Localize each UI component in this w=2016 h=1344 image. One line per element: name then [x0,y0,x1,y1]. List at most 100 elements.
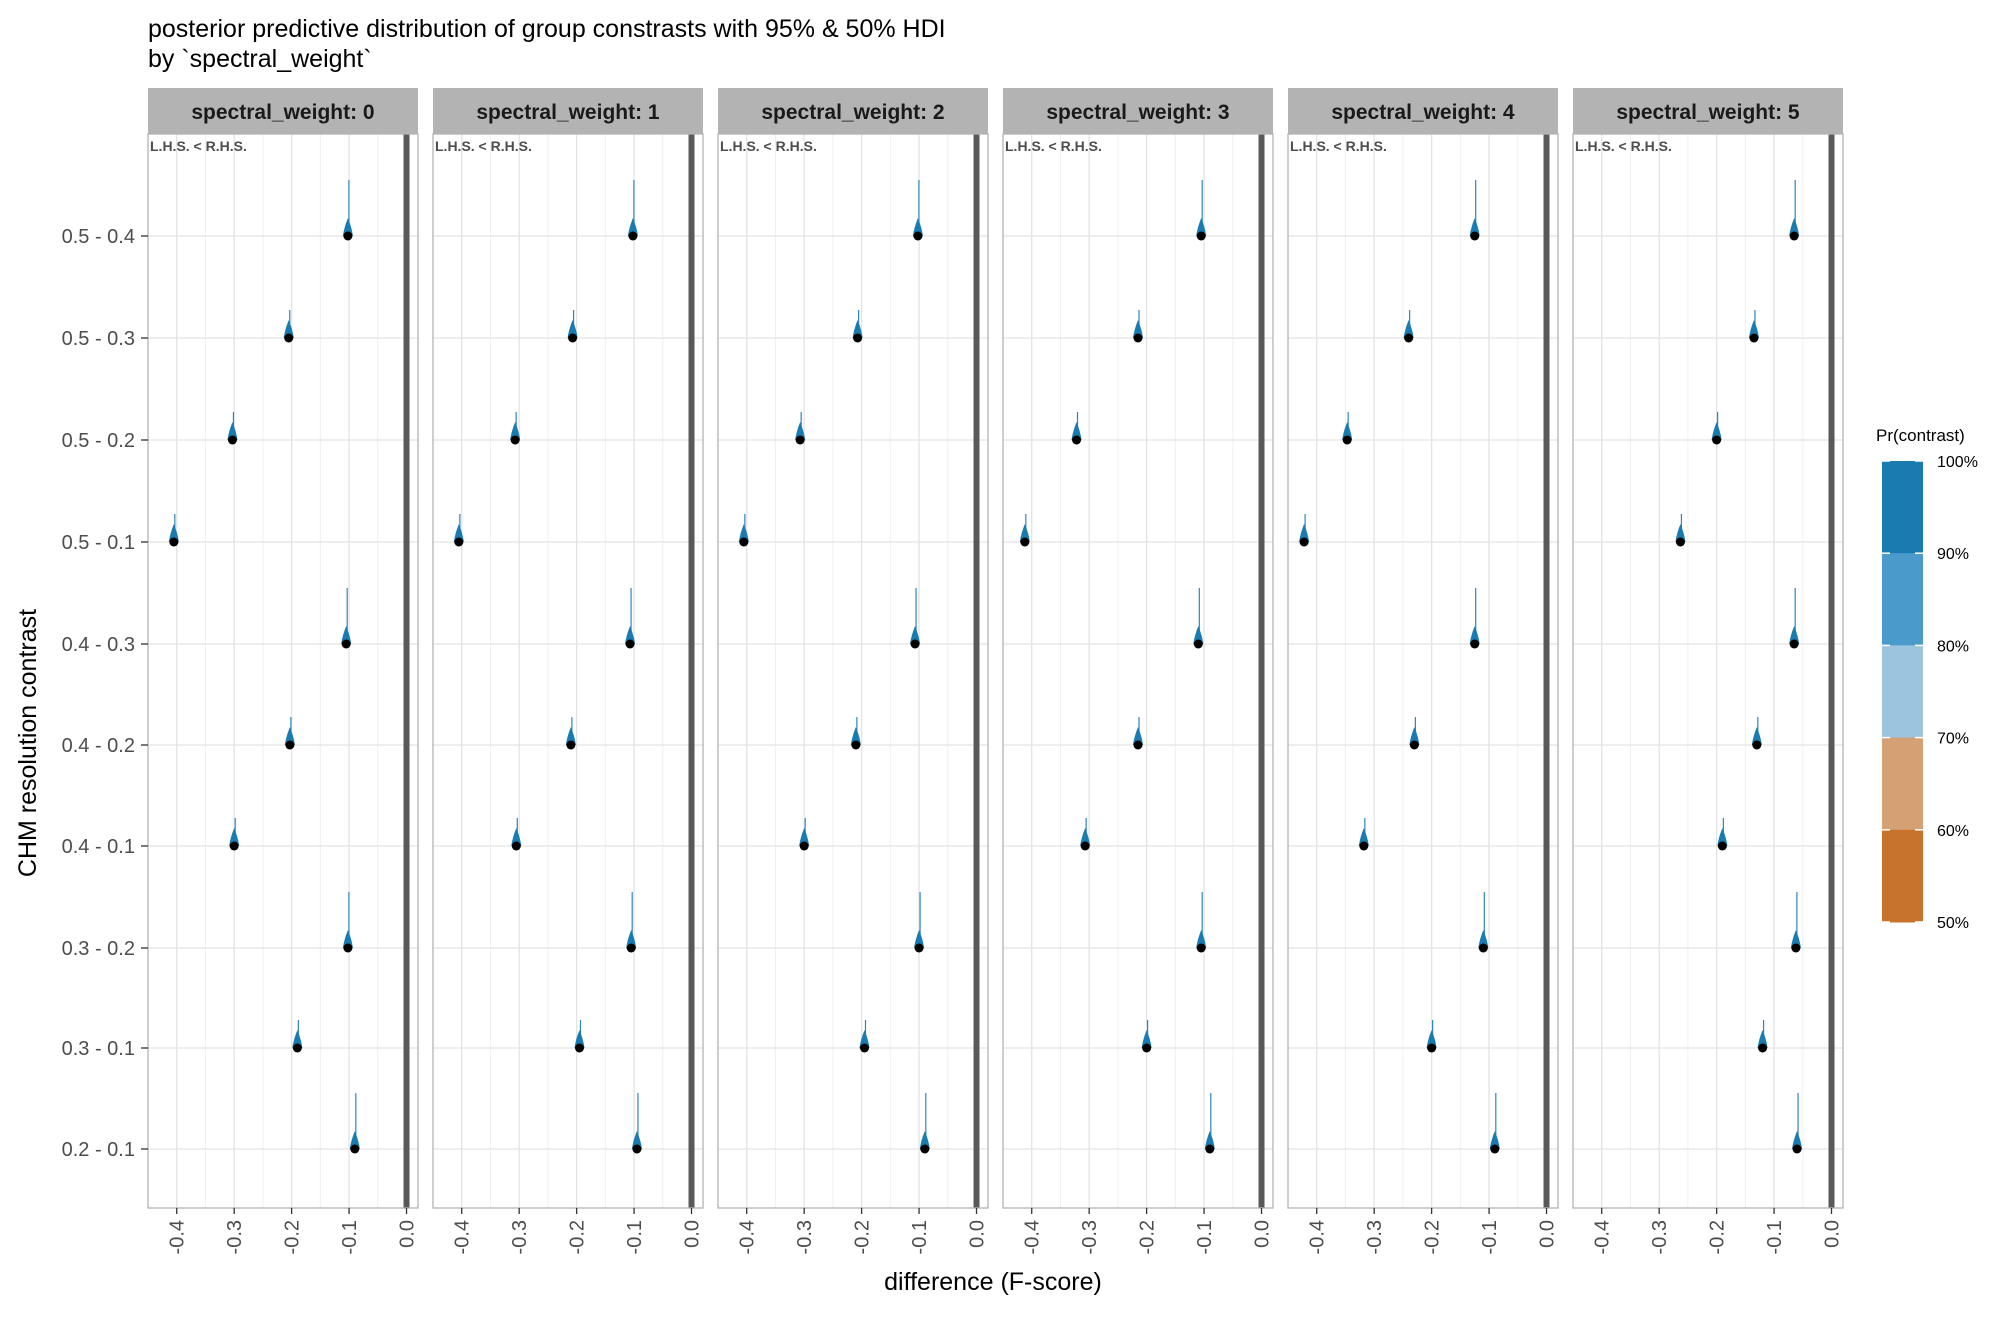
interval-mark [1675,514,1686,547]
median-point [229,841,239,851]
median-point [1072,435,1082,445]
x-tick-label: -0.1 [1479,1220,1501,1254]
x-tick-label: -0.2 [282,1220,304,1254]
interval-mark [283,310,294,343]
interval-mark [349,1093,360,1154]
x-tick-label: -0.4 [167,1220,189,1254]
median-point [1193,639,1203,649]
median-point [343,231,353,241]
legend-color-band [1882,553,1923,646]
median-point [910,639,920,649]
panel-border [1287,133,1559,1209]
x-tick-label: -0.2 [1422,1220,1444,1254]
median-point [853,333,863,343]
x-tick-label: -0.3 [509,1220,531,1254]
interval-mark [1717,818,1728,851]
median-point [1791,943,1801,953]
median-point [1675,537,1685,547]
interval-mark [1342,412,1353,445]
facet-strip [433,88,703,134]
median-point [1478,943,1488,953]
chart-subtitle: by `spectral_weight` [148,45,372,73]
x-tick-label: -0.1 [909,1220,931,1254]
interval-mark [567,310,578,343]
median-point [341,639,351,649]
median-point [1789,231,1799,241]
facet-strip-label: spectral_weight: 2 [761,101,944,124]
legend-color-band [1882,737,1923,831]
annotation-lhs-rhs: L.H.S. < R.H.S. [435,138,532,154]
x-tick-label: -0.4 [1307,1220,1329,1254]
x-tick-label: 0.0 [397,1220,419,1248]
median-point [343,943,353,953]
interval-mark [1133,310,1143,343]
legend-label: 100% [1937,454,1978,471]
interval-mark [627,180,638,241]
median-point [625,639,635,649]
interval-mark [1789,180,1800,241]
median-point [920,1144,930,1154]
interval-mark [799,818,810,851]
facet-strip [148,88,418,134]
x-tick-label: -0.2 [852,1220,874,1254]
legend-label: 50% [1937,915,1969,932]
interval-mark [1196,180,1207,241]
interval-mark [625,588,636,649]
y-tick-label: 0.5 - 0.3 [62,328,135,350]
x-tick-label: -0.2 [1707,1220,1729,1254]
facet-strip [718,88,988,134]
median-point [628,231,638,241]
interval-mark [1757,1020,1768,1053]
interval-mark [511,818,522,851]
median-point [1342,435,1352,445]
interval-mark [1792,1093,1803,1154]
x-tick-label: -0.1 [339,1220,361,1254]
median-point [568,333,578,343]
x-tick-label: 0.0 [1252,1220,1274,1248]
median-point [1196,943,1206,953]
interval-mark [859,1020,870,1053]
interval-mark [342,892,353,953]
x-tick-label: -0.3 [224,1220,246,1254]
y-tick-label: 0.5 - 0.2 [62,430,135,452]
median-point [169,537,179,547]
median-point [1749,333,1759,343]
chart-title: posterior predictive distribution of gro… [148,15,946,43]
y-tick-label: 0.4 - 0.1 [62,836,135,858]
x-tick-label: -0.3 [1364,1220,1386,1254]
y-tick-label: 0.5 - 0.4 [62,226,135,248]
y-tick-label: 0.3 - 0.1 [62,1038,135,1060]
interval-mark [919,1093,930,1154]
median-point [914,943,924,953]
interval-mark [1403,310,1414,343]
interval-mark [565,717,576,750]
y-tick-label: 0.4 - 0.2 [62,735,135,757]
facet-panel-3: spectral_weight: 3 L.H.S. < R.H.S. -0.4 -0.… [1002,88,1274,1254]
y-tick-label: 0.5 - 0.1 [62,532,135,554]
interval-mark [341,588,352,649]
x-tick-label: -0.4 [452,1220,474,1254]
median-point [1133,740,1143,750]
x-tick-label: 0.0 [682,1220,704,1248]
median-point [285,740,295,750]
interval-mark [1469,588,1480,649]
legend-label: 60% [1937,823,1969,840]
median-point [1470,639,1480,649]
x-tick-label: -0.1 [1194,1220,1216,1254]
y-tick-label: 0.4 - 0.3 [62,634,135,656]
facet-strip-label: spectral_weight: 5 [1616,101,1800,124]
median-point [292,1043,302,1053]
legend-color-band [1882,645,1923,739]
interval-mark [1489,1093,1500,1154]
median-point [1299,537,1309,547]
median-point [851,740,861,750]
x-tick-label: 0.0 [1822,1220,1844,1248]
x-tick-label: -0.2 [1137,1220,1159,1254]
interval-mark [795,412,806,445]
median-point [1133,333,1143,343]
panel-border [432,133,704,1209]
facet-strip-label: spectral_weight: 3 [1046,101,1229,124]
facet-panel-4: spectral_weight: 4 L.H.S. < R.H.S. -0.4 -0.… [1287,88,1559,1254]
median-point [1205,1144,1215,1154]
interval-mark [284,717,295,750]
